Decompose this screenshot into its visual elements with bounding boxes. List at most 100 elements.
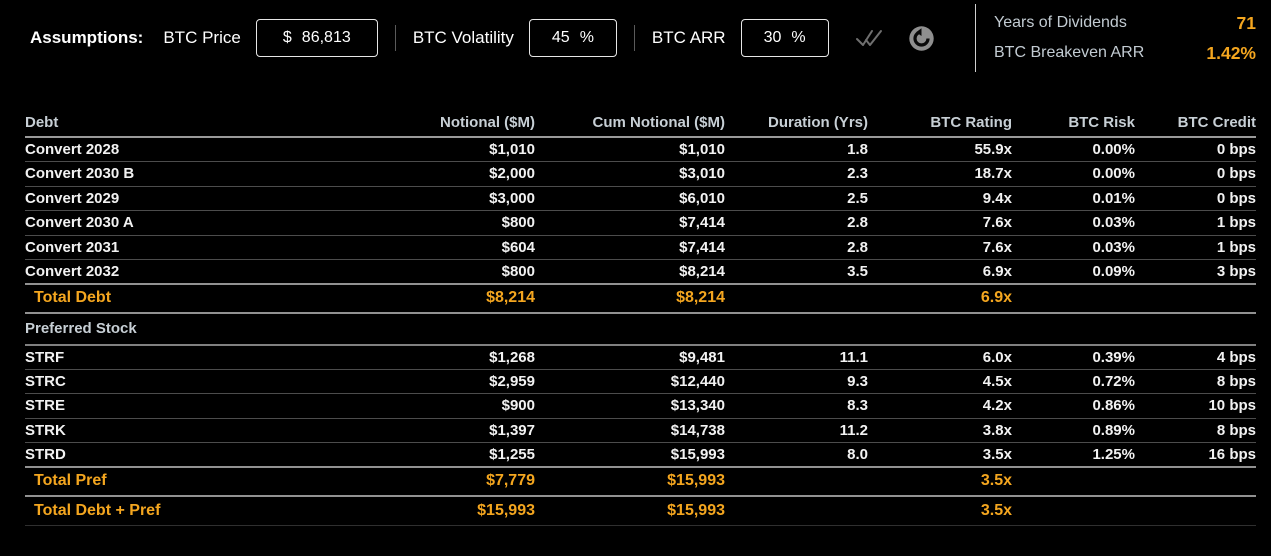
btc-price-prefix: $ [282, 29, 292, 46]
cell-notional: $2,000 [325, 161, 535, 187]
row-label: STRC [25, 369, 325, 394]
btc-breakeven-arr-value: 1.42% [1206, 42, 1256, 63]
btc-volatility-value: 45 [551, 29, 570, 46]
row-label: Convert 2030 B [25, 161, 325, 187]
cell-btc-rating: 18.7x [868, 161, 1012, 187]
row-label: STRD [25, 442, 325, 468]
cell-btc-credit: 0 bps [1135, 137, 1256, 162]
years-of-dividends-row: Years of Dividends 71 [994, 13, 1256, 34]
cell-btc-credit: 10 bps [1135, 393, 1256, 419]
btc-volatility-input[interactable]: 45 % [528, 19, 617, 57]
table-row-total-debt: Total Debt $8,214 $8,214 6.9x [25, 284, 1256, 314]
debt-table: Debt Notional ($M) Cum Notional ($M) Dur… [25, 108, 1256, 526]
cell-duration: 9.3 [725, 369, 868, 394]
double-check-icon[interactable] [855, 27, 884, 49]
cell-btc-rating: 6.9x [868, 259, 1012, 285]
cell-btc-risk: 0.39% [1012, 344, 1135, 370]
cell-cum-notional: $9,481 [535, 344, 725, 370]
cell-cum-notional: $12,440 [535, 369, 725, 394]
cell-notional: $1,268 [325, 344, 535, 370]
assumptions-bar: Assumptions: BTC Price $ 86,813 BTC Vola… [0, 0, 1271, 86]
cell-notional: $1,255 [325, 442, 535, 468]
cell-duration: 11.1 [725, 344, 868, 370]
table-row-convert-2030b: Convert 2030 B $2,000 $3,010 2.3 18.7x 0… [25, 161, 1256, 187]
btc-price-field: BTC Price $ 86,813 [163, 19, 378, 57]
cell-btc-rating: 3.5x [868, 495, 1012, 526]
cell-btc-credit: 4 bps [1135, 344, 1256, 370]
cell-btc-rating: 9.4x [868, 186, 1012, 211]
years-of-dividends-label: Years of Dividends [994, 14, 1127, 31]
btc-arr-field: BTC ARR 30 % [652, 19, 829, 57]
cell-btc-risk: 0.86% [1012, 393, 1135, 419]
cell-btc-credit: 0 bps [1135, 186, 1256, 211]
row-label: Convert 2032 [25, 259, 325, 285]
cell-notional: $604 [325, 235, 535, 260]
cell-btc-credit [1135, 284, 1256, 314]
reset-icon[interactable] [908, 25, 935, 52]
btc-volatility-label: BTC Volatility [412, 28, 514, 47]
cell-btc-risk [1012, 467, 1135, 497]
btc-arr-suffix: % [791, 29, 806, 46]
table-row-convert-2029: Convert 2029 $3,000 $6,010 2.5 9.4x 0.01… [25, 186, 1256, 211]
cell-btc-risk: 1.25% [1012, 442, 1135, 468]
cell-btc-rating: 7.6x [868, 210, 1012, 236]
cell-notional: $800 [325, 210, 535, 236]
cell-notional: $800 [325, 259, 535, 285]
cell-cum-notional: $6,010 [535, 186, 725, 211]
cell-btc-risk: 0.03% [1012, 235, 1135, 260]
btc-breakeven-arr-row: BTC Breakeven ARR 1.42% [994, 43, 1256, 64]
cell-btc-credit: 16 bps [1135, 442, 1256, 468]
row-label: STRF [25, 344, 325, 370]
cell-notional: $8,214 [325, 284, 535, 314]
col-header-duration: Duration (Yrs) [725, 108, 868, 138]
cell-btc-credit: 1 bps [1135, 210, 1256, 236]
assumptions-title: Assumptions: [30, 28, 144, 47]
cell-cum-notional: $7,414 [535, 210, 725, 236]
cell-btc-credit: 8 bps [1135, 418, 1256, 443]
table-row-convert-2030a: Convert 2030 A $800 $7,414 2.8 7.6x 0.03… [25, 210, 1256, 236]
btc-arr-label: BTC ARR [651, 28, 726, 47]
cell-duration: 2.8 [725, 210, 868, 236]
cell-btc-risk: 0.00% [1012, 161, 1135, 187]
cell-btc-credit: 8 bps [1135, 369, 1256, 394]
cell-cum-notional: $1,010 [535, 137, 725, 162]
cell-btc-risk: 0.72% [1012, 369, 1135, 394]
btc-price-label: BTC Price [163, 28, 241, 47]
cell-cum-notional: $15,993 [535, 495, 725, 526]
col-header-btc-risk: BTC Risk [1012, 108, 1135, 138]
cell-btc-rating: 3.5x [868, 442, 1012, 468]
divider [394, 25, 396, 51]
cell-duration: 2.8 [725, 235, 868, 260]
btc-arr-input[interactable]: 30 % [740, 19, 829, 57]
table-header-row: Debt Notional ($M) Cum Notional ($M) Dur… [25, 108, 1256, 138]
cell-cum-notional: $13,340 [535, 393, 725, 419]
cell-notional: $15,993 [325, 495, 535, 526]
table-row-strc: STRC $2,959 $12,440 9.3 4.5x 0.72% 8 bps [25, 369, 1256, 394]
cell-btc-rating: 4.2x [868, 393, 1012, 419]
row-label: Total Pref [25, 467, 325, 497]
cell-cum-notional: $3,010 [535, 161, 725, 187]
cell-notional: $900 [325, 393, 535, 419]
cell-btc-credit [1135, 467, 1256, 497]
cell-cum-notional: $8,214 [535, 259, 725, 285]
cell-cum-notional: $15,993 [535, 467, 725, 497]
cell-btc-rating: 3.5x [868, 467, 1012, 497]
cell-btc-credit: 3 bps [1135, 259, 1256, 285]
btc-price-input[interactable]: $ 86,813 [255, 19, 378, 57]
cell-duration: 8.0 [725, 442, 868, 468]
col-header-debt: Debt [25, 108, 325, 138]
table-row-strf: STRF $1,268 $9,481 11.1 6.0x 0.39% 4 bps [25, 344, 1256, 370]
cell-btc-risk [1012, 495, 1135, 526]
btc-price-value: 86,813 [301, 29, 351, 46]
cell-notional: $3,000 [325, 186, 535, 211]
cell-btc-risk [1012, 284, 1135, 314]
cell-btc-credit: 0 bps [1135, 161, 1256, 187]
table-section-preferred-stock: Preferred Stock [25, 312, 1256, 346]
row-label: Convert 2031 [25, 235, 325, 260]
col-header-cum-notional: Cum Notional ($M) [535, 108, 725, 138]
col-header-btc-rating: BTC Rating [868, 108, 1012, 138]
btc-arr-value: 30 [763, 29, 782, 46]
results-divider [975, 4, 976, 72]
cell-btc-risk: 0.00% [1012, 137, 1135, 162]
btc-breakeven-arr-label: BTC Breakeven ARR [994, 44, 1145, 61]
